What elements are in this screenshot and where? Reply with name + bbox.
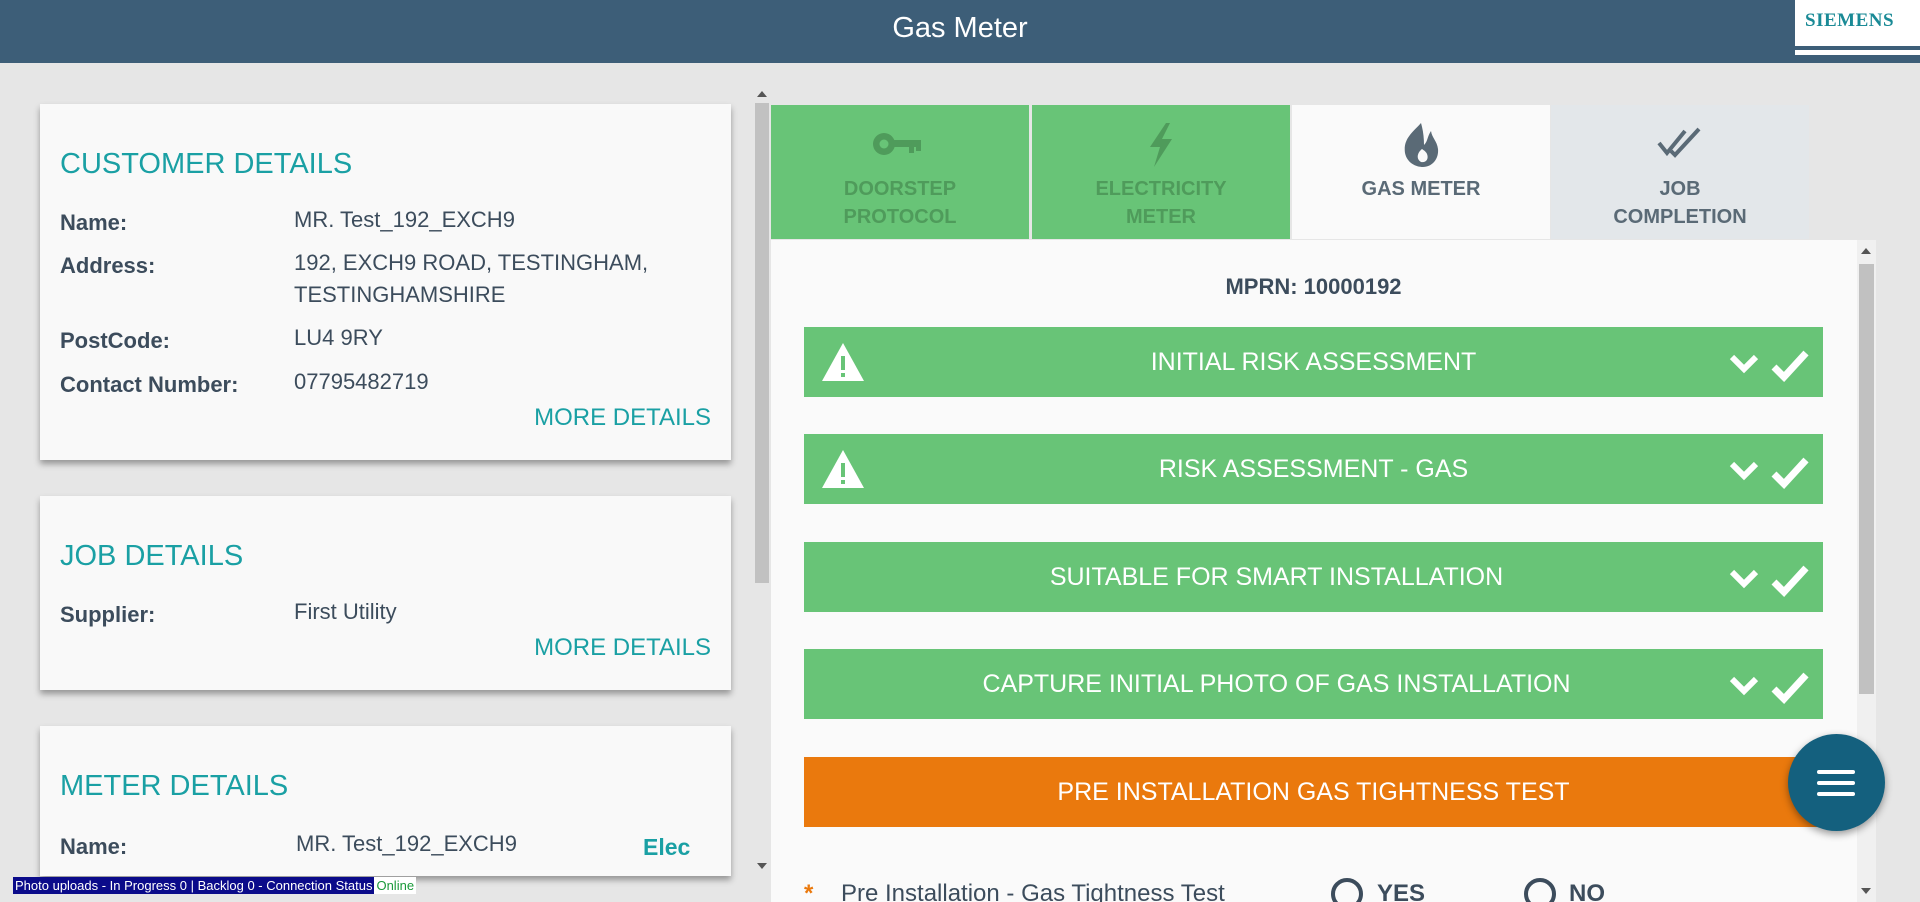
connection-status-badge: Online xyxy=(374,877,417,894)
section-title: PRE INSTALLATION GAS TIGHTNESS TEST xyxy=(1057,778,1570,806)
left-scroll-thumb[interactable] xyxy=(755,103,769,583)
customer-contact-value: 07795482719 xyxy=(294,369,429,394)
upload-status-text: Photo uploads - In Progress 0 | Backlog … xyxy=(15,878,373,893)
left-scrollbar[interactable] xyxy=(755,87,769,875)
customer-address-value: 192, EXCH9 ROAD, TESTINGHAM, TESTINGHAMS… xyxy=(294,250,649,307)
radio-yes-label[interactable]: YES xyxy=(1377,880,1426,902)
tab-electricity-meter-label: ELECTRICITY METER xyxy=(1095,178,1227,228)
section-capture-initial-photo[interactable]: CAPTURE INITIAL PHOTO OF GAS INSTALLATIO… xyxy=(804,649,1823,719)
section-title: RISK ASSESSMENT - GAS xyxy=(1158,455,1469,483)
scroll-down-icon[interactable] xyxy=(1861,888,1871,894)
section-risk-assessment-gas[interactable]: RISK ASSESSMENT - GAS xyxy=(804,434,1823,504)
warning-icon xyxy=(822,450,864,488)
tab-job-completion[interactable]: JOB COMPLETION xyxy=(1551,105,1809,239)
customer-details-title: CUSTOMER DETAILS xyxy=(60,148,353,180)
tab-doorstep-protocol-label: DOORSTEP PROTOCOL xyxy=(843,178,957,228)
tab-electricity-meter[interactable]: ELECTRICITY METER xyxy=(1032,105,1290,239)
customer-more-details-link[interactable]: MORE DETAILS xyxy=(534,404,711,431)
radio-no-label[interactable]: NO xyxy=(1569,880,1605,902)
menu-fab-button[interactable] xyxy=(1788,734,1885,831)
meter-name-label: Name: xyxy=(60,834,128,859)
scroll-up-icon[interactable] xyxy=(1861,248,1871,254)
meter-details-card: METER DETAILS Name: MR. Test_192_EXCH9 E… xyxy=(40,726,731,876)
job-details-card: JOB DETAILS Supplier: First Utility MORE… xyxy=(40,496,731,690)
tab-doorstep-protocol[interactable]: DOORSTEP PROTOCOL xyxy=(771,105,1029,239)
customer-name-value: MR. Test_192_EXCH9 xyxy=(294,207,515,232)
hamburger-icon xyxy=(1817,770,1855,774)
collapse-complete-icon xyxy=(1729,565,1809,598)
section-pre-installation-gas-tightness-test[interactable]: PRE INSTALLATION GAS TIGHTNESS TEST xyxy=(804,757,1823,827)
meter-name-value: MR. Test_192_EXCH9 xyxy=(296,831,517,856)
section-initial-risk-assessment[interactable]: INITIAL RISK ASSESSMENT xyxy=(804,327,1823,397)
job-more-details-link[interactable]: MORE DETAILS xyxy=(534,634,711,661)
tab-gas-meter[interactable]: GAS METER xyxy=(1292,105,1550,239)
lightning-icon xyxy=(1150,123,1172,167)
required-asterisk: * xyxy=(804,880,814,902)
scroll-up-icon[interactable] xyxy=(757,91,767,97)
customer-details-card: CUSTOMER DETAILS Name: MR. Test_192_EXCH… xyxy=(40,104,731,460)
customer-postcode-value: LU4 9RY xyxy=(294,325,383,350)
logo-underline xyxy=(1795,46,1920,50)
gas-meter-panel: MPRN: 10000192 INITIAL RISK ASSESSMENT R… xyxy=(771,240,1876,902)
collapse-complete-icon xyxy=(1729,457,1809,490)
flame-icon xyxy=(1404,123,1439,167)
double-check-icon xyxy=(1657,127,1701,158)
meter-details-title: METER DETAILS xyxy=(60,770,289,802)
tab-gas-meter-label: GAS METER xyxy=(1361,178,1481,200)
radio-no[interactable] xyxy=(1524,878,1556,902)
tab-job-completion-label: JOB COMPLETION xyxy=(1613,178,1747,228)
mprn-number: MPRN: 10000192 xyxy=(1225,274,1402,299)
app-header: Gas Meter SIEMENS xyxy=(0,0,1920,63)
collapse-complete-icon xyxy=(1729,672,1809,705)
customer-postcode-label: PostCode: xyxy=(60,328,170,353)
customer-name-label: Name: xyxy=(60,210,128,235)
radio-yes[interactable] xyxy=(1331,878,1363,902)
section-title: INITIAL RISK ASSESSMENT xyxy=(1150,348,1477,376)
page-title: Gas Meter xyxy=(892,12,1028,44)
upload-status-bar: Photo uploads - In Progress 0 | Backlog … xyxy=(13,877,417,894)
right-scroll-thumb[interactable] xyxy=(1859,264,1874,694)
customer-address-label: Address: xyxy=(60,253,156,278)
section-title: CAPTURE INITIAL PHOTO OF GAS INSTALLATIO… xyxy=(982,670,1571,698)
question-label: Pre Installation - Gas Tightness Test xyxy=(841,880,1225,902)
section-suitable-for-smart-installation[interactable]: SUITABLE FOR SMART INSTALLATION xyxy=(804,542,1823,612)
job-details-title: JOB DETAILS xyxy=(60,540,244,572)
siemens-logo: SIEMENS xyxy=(1795,0,1920,55)
supplier-label: Supplier: xyxy=(60,602,156,627)
collapse-complete-icon xyxy=(1729,350,1809,383)
section-title: SUITABLE FOR SMART INSTALLATION xyxy=(1049,563,1504,591)
warning-icon xyxy=(822,343,864,381)
customer-contact-label: Contact Number: xyxy=(60,372,239,397)
scroll-down-icon[interactable] xyxy=(757,863,767,869)
right-scrollbar[interactable] xyxy=(1857,240,1876,902)
logo-text: SIEMENS xyxy=(1805,10,1895,31)
key-icon xyxy=(873,133,921,155)
meter-type-tag: Elec xyxy=(643,834,691,860)
supplier-value: First Utility xyxy=(294,599,397,624)
